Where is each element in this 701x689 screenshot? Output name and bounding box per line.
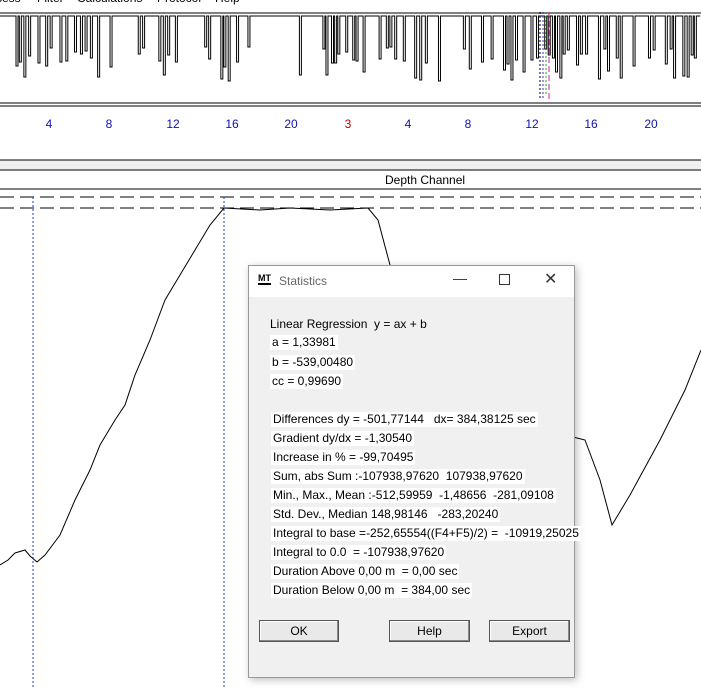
axis-label: 20	[644, 117, 658, 131]
axis-label: 12	[525, 117, 539, 131]
axis-label: 16	[225, 117, 239, 131]
stat-line: Differences dy = -501,77144 dx= 384,3812…	[271, 412, 538, 427]
regression-heading: Linear Regression y = ax + b	[270, 317, 427, 331]
stat-line: Duration Below 0,00 m = 384,00 sec	[271, 583, 473, 598]
stat-line: Duration Above 0,00 m = 0,00 sec	[271, 564, 460, 579]
stat-line: Sum, abs Sum :-107938,97620 107938,97620	[271, 469, 525, 484]
axis-label: 20	[284, 117, 298, 131]
axis-label: 12	[166, 117, 180, 131]
app-icon: MT	[258, 273, 271, 285]
minimize[interactable]: —	[453, 270, 467, 286]
splitter	[0, 160, 701, 170]
stat-line: Min., Max., Mean :-512,59959 -1,48656 -2…	[271, 488, 556, 503]
overview-waveform	[0, 15, 701, 82]
close[interactable]: ✕	[544, 271, 558, 288]
button[interactable]: OK	[259, 620, 339, 642]
maximize[interactable]	[499, 274, 510, 285]
menu-item: Protocol	[157, 0, 201, 5]
axis-label: 16	[584, 117, 598, 131]
axis-label: 8	[465, 117, 472, 131]
button[interactable]: Export	[489, 620, 570, 642]
menu-item: cess	[0, 0, 21, 5]
depth-curve	[0, 207, 391, 566]
depth-curve	[572, 349, 701, 527]
stat-line: Integral to base =-252,65554((F4+F5)/2) …	[271, 526, 581, 541]
menu-item: Help	[215, 0, 240, 5]
stat-line: Integral to 0.0 = -107938,97620	[271, 545, 447, 560]
stat-line: Std. Dev., Median 148,98146 -283,20240	[271, 507, 501, 522]
stat-line: a = 1,33981	[270, 335, 338, 350]
axis-label: 3	[345, 117, 352, 131]
axis-labels: 4 8 12 16 20 3 4 8 12 16 20	[46, 117, 658, 131]
stat-line: Increase in % = -99,70495	[271, 450, 416, 465]
axis-label: 4	[405, 117, 412, 131]
menu-bar: cess Filter Calculations Protocol Help	[0, 0, 240, 5]
statistics-dialog: MT Statistics — ✕ Linear Regression y = …	[248, 265, 581, 678]
stat-line: b = -539,00480	[270, 355, 356, 370]
stat-line: cc = 0,99690	[270, 374, 344, 389]
channel-label: Depth Channel	[385, 173, 465, 187]
axis-label: 4	[46, 117, 53, 131]
menu-item: Calculations	[77, 0, 142, 5]
dialog-title: Statistics	[279, 274, 328, 288]
axis-label: 8	[106, 117, 113, 131]
button[interactable]: Help	[389, 620, 470, 642]
title-bar: MT Statistics — ✕	[249, 266, 574, 297]
menu-item: Filter	[37, 0, 64, 5]
stat-line: Gradient dy/dx = -1,30540	[271, 431, 415, 446]
